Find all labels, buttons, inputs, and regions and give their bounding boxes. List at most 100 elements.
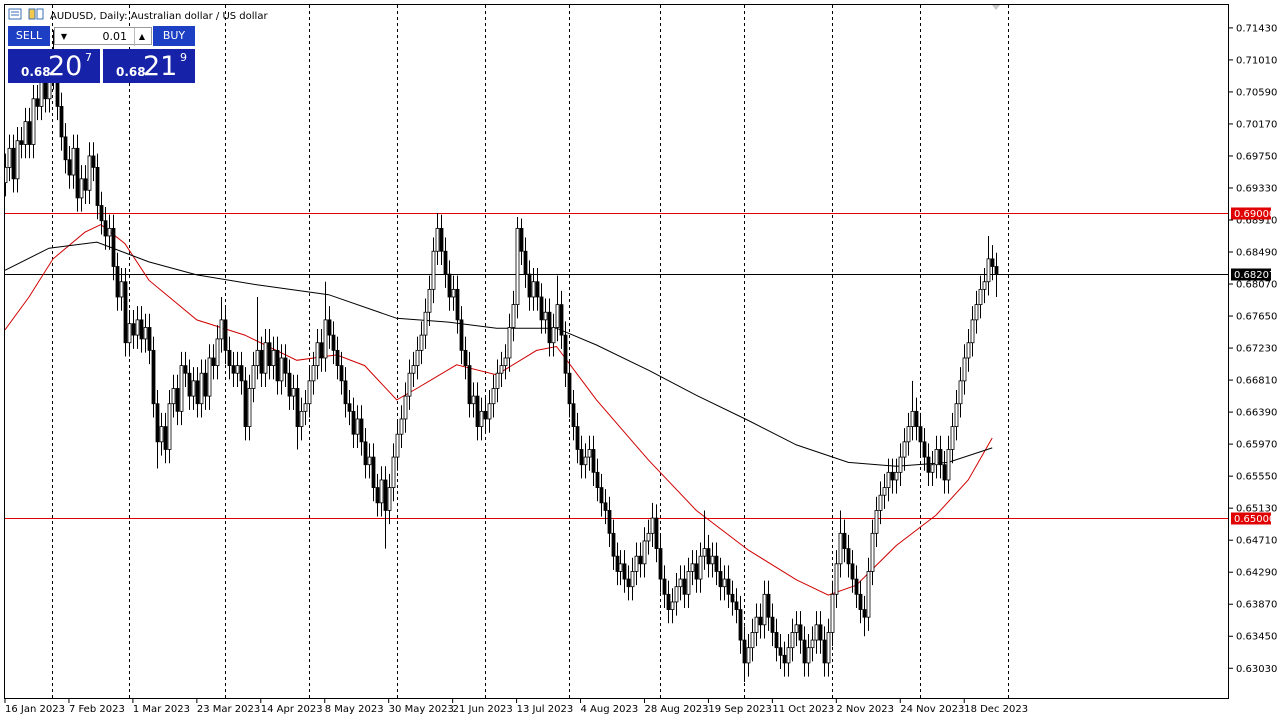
candle-body	[251, 365, 256, 389]
candle-body	[91, 155, 96, 168]
candle-body	[814, 624, 819, 641]
candle-body	[199, 372, 204, 405]
axes: 0.71430 0.71010 0.70590 0.70170 0.69750 0.693…	[4, 23, 1277, 715]
candle-body	[674, 586, 679, 603]
candle-body	[363, 441, 368, 466]
candle-body	[854, 578, 859, 595]
candle-body	[271, 349, 276, 367]
candle-body	[319, 342, 324, 359]
price-label: 0.68207	[1234, 270, 1275, 281]
candle-body	[295, 388, 300, 427]
symbol-icons	[8, 8, 44, 20]
candle-body	[962, 357, 967, 382]
candle-body	[335, 349, 340, 367]
candle-body	[615, 555, 620, 572]
candle-body	[367, 456, 372, 466]
candle-body	[934, 449, 939, 466]
y-tick-label: 0.65130	[1236, 504, 1277, 515]
candle-body	[898, 456, 903, 473]
candle-body	[874, 510, 879, 534]
candle-body	[243, 380, 248, 427]
candle-body	[187, 372, 192, 397]
candle-body	[123, 281, 128, 344]
sell-price-big: 20	[48, 51, 83, 82]
candle-body	[587, 449, 592, 458]
x-tick-label: 7 Feb 2023	[69, 704, 125, 715]
candle-body	[427, 288, 432, 313]
x-tick-label: 8 May 2023	[325, 704, 384, 715]
candle-body	[491, 388, 496, 405]
candle-body	[890, 471, 895, 481]
candle-body	[770, 616, 775, 633]
x-tick-label: 19 Sep 2023	[708, 704, 771, 715]
buy-price[interactable]: 0.68 21 9	[103, 49, 195, 83]
candle-body	[15, 140, 20, 180]
candle-body	[379, 479, 384, 504]
candle-body	[399, 418, 404, 435]
candle-body	[403, 395, 408, 420]
buy-price-sup: 9	[180, 51, 187, 64]
candle-body	[115, 266, 120, 298]
candle-body	[471, 395, 476, 405]
candle-body	[563, 334, 568, 374]
candle-body	[702, 548, 707, 557]
candle-body	[311, 365, 316, 382]
candle-body	[926, 456, 931, 473]
y-tick-label: 0.70590	[1236, 87, 1277, 98]
candle-body	[622, 563, 627, 580]
price-label-bg	[1231, 512, 1271, 525]
candle-body	[239, 365, 244, 382]
candle-body	[555, 304, 560, 328]
y-tick-label: 0.68490	[1236, 248, 1277, 259]
lot-up[interactable]: ▲	[134, 28, 149, 46]
lot-value: 0.01	[102, 30, 128, 43]
candle-body	[774, 632, 779, 649]
candle-body	[611, 532, 616, 557]
candle-body	[618, 563, 623, 572]
candle-body	[439, 227, 444, 252]
candle-body	[303, 403, 308, 412]
candle-body	[722, 578, 727, 588]
sell-price[interactable]: 0.68 20 7	[8, 49, 100, 83]
candle-body	[231, 365, 236, 374]
candle-body	[730, 593, 735, 603]
candle-body	[599, 487, 604, 504]
candle-body	[710, 555, 715, 565]
candle-body	[407, 372, 412, 397]
lot-down[interactable]: ▼	[60, 32, 68, 41]
candle-body	[698, 555, 703, 580]
y-tick-label: 0.64290	[1236, 568, 1277, 579]
candle-body	[878, 494, 883, 511]
candle-body	[551, 327, 556, 344]
candle-body	[247, 388, 252, 427]
candle-body	[978, 288, 983, 306]
candle-body	[107, 227, 112, 237]
candle-body	[575, 426, 580, 450]
x-tick-label: 28 Aug 2023	[644, 704, 708, 715]
candle-body	[279, 357, 284, 382]
candle-body	[786, 647, 791, 664]
x-tick-label: 24 Nov 2023	[900, 704, 964, 715]
sell-button[interactable]: SELL	[8, 26, 50, 46]
plot	[5, 30, 1228, 682]
x-tick-label: 21 Jun 2023	[453, 704, 513, 715]
candle-body	[591, 449, 596, 473]
candle-body	[539, 296, 544, 321]
candle-body	[790, 632, 795, 649]
candle-body	[127, 323, 132, 344]
candle-body	[291, 388, 296, 397]
candle-body	[982, 281, 987, 290]
y-tick-label: 0.63450	[1236, 632, 1277, 643]
candle-body	[87, 155, 92, 191]
candle-body	[59, 105, 64, 138]
candle-body	[682, 578, 687, 595]
candle-body	[383, 479, 388, 511]
lot-input[interactable]: ▼ 0.01 ▲	[54, 27, 152, 46]
buy-button[interactable]: BUY	[153, 26, 195, 46]
candle-body	[63, 136, 68, 161]
candle-body	[650, 517, 655, 534]
candle-body	[83, 178, 88, 191]
candle-body	[826, 632, 831, 664]
candle-body	[966, 342, 971, 359]
